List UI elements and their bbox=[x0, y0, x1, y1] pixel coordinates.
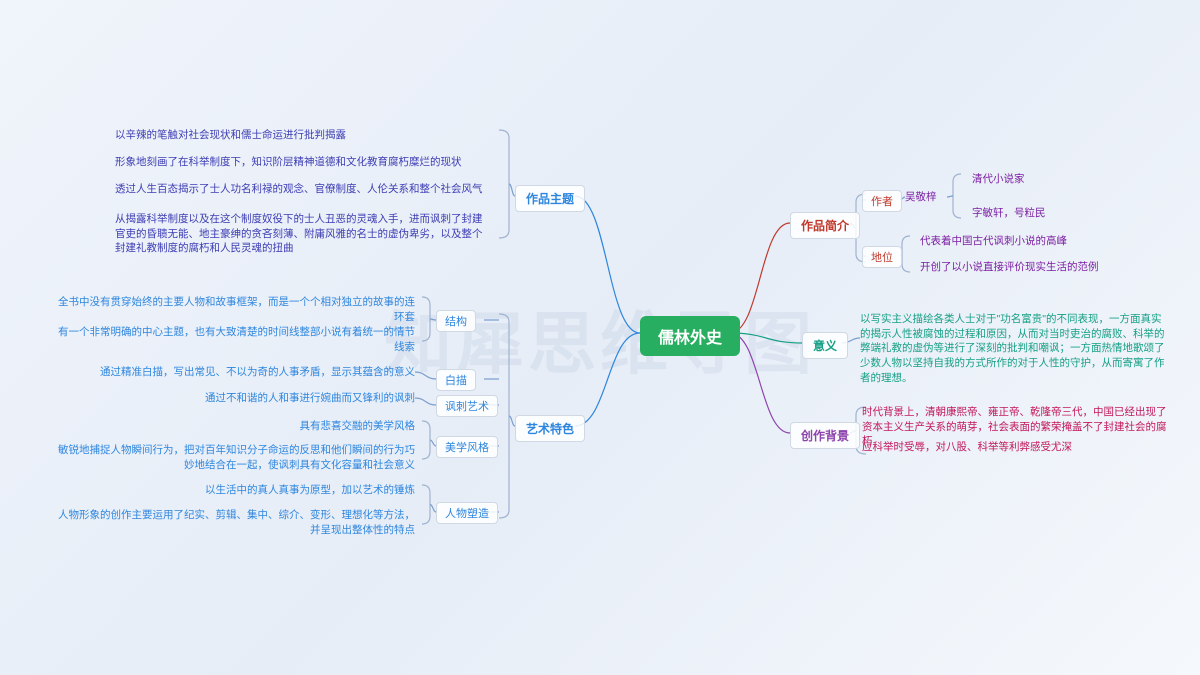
intro-leaf-0-0: 清代小说家 bbox=[972, 172, 1025, 187]
meaning-leaf: 以写实主义描绘各类人士对于"功名富贵"的不同表现，一方面真实的揭示人性被腐蚀的过… bbox=[860, 312, 1170, 385]
intro-leaf-1-0: 代表着中国古代讽刺小说的高峰 bbox=[920, 234, 1067, 249]
branch-intro: 作品简介 bbox=[790, 212, 860, 239]
art-leaf-4-1: 人物形象的创作主要运用了纪实、剪辑、集中、综介、变形、理想化等方法，并呈现出整体… bbox=[55, 508, 415, 537]
art-leaf-4-0: 以生活中的真人真事为原型，加以艺术的锤炼 bbox=[55, 483, 415, 498]
art-leaf-2-0: 通过不和谐的人和事进行婉曲而又锋利的讽刺 bbox=[55, 391, 415, 406]
art-leaf-1-0: 通过精准白描，写出常见、不以为奇的人事矛盾，显示其蕴含的意义 bbox=[55, 365, 415, 380]
art-sub-0: 结构 bbox=[436, 310, 476, 332]
art-leaf-3-1: 敏锐地捕捉人物瞬间行为，把对百年知识分子命运的反思和他们瞬间的行为巧妙地结合在一… bbox=[55, 443, 415, 472]
intro-inline-0: 吴敬梓 bbox=[905, 190, 937, 205]
art-sub-3: 美学风格 bbox=[436, 436, 498, 458]
art-sub-4: 人物塑造 bbox=[436, 502, 498, 524]
theme-leaf-0: 以辛辣的笔触对社会现状和儒士命运进行批判揭露 bbox=[115, 128, 346, 143]
intro-sub-0: 作者 bbox=[862, 190, 902, 212]
art-sub-2: 讽刺艺术 bbox=[436, 395, 498, 417]
branch-context: 创作背景 bbox=[790, 422, 860, 449]
theme-leaf-1: 形象地刻画了在科举制度下，知识阶层精神道德和文化教育腐朽糜烂的现状 bbox=[115, 155, 462, 170]
theme-leaf-2: 透过人生百态揭示了士人功名利禄的观念、官僚制度、人伦关系和整个社会风气 bbox=[115, 182, 483, 197]
theme-leaf-3: 从揭露科举制度以及在这个制度奴役下的士人丑恶的灵魂入手，进而讽刺了封建官吏的昏聩… bbox=[115, 212, 490, 256]
intro-leaf-0-1: 字敏轩，号粒民 bbox=[972, 206, 1046, 221]
branch-meaning: 意义 bbox=[802, 332, 848, 359]
branch-theme: 作品主题 bbox=[515, 185, 585, 212]
context-leaf-1: 应科举时受辱，对八股、科举等利弊感受尤深 bbox=[862, 440, 1072, 455]
art-leaf-3-0: 具有悲喜交融的美学风格 bbox=[55, 419, 415, 434]
art-sub-1: 白描 bbox=[436, 369, 476, 391]
branch-art: 艺术特色 bbox=[515, 415, 585, 442]
art-leaf-0-1: 有一个非常明确的中心主题，也有大致清楚的时间线整部小说有着统一的情节线索 bbox=[55, 325, 415, 354]
intro-leaf-1-1: 开创了以小说直接评价现实生活的范例 bbox=[920, 260, 1099, 275]
art-leaf-0-0: 全书中没有贯穿始终的主要人物和故事框架，而是一个个相对独立的故事的连环套 bbox=[55, 295, 415, 324]
root-node: 儒林外史 bbox=[640, 316, 740, 356]
intro-sub-1: 地位 bbox=[862, 246, 902, 268]
